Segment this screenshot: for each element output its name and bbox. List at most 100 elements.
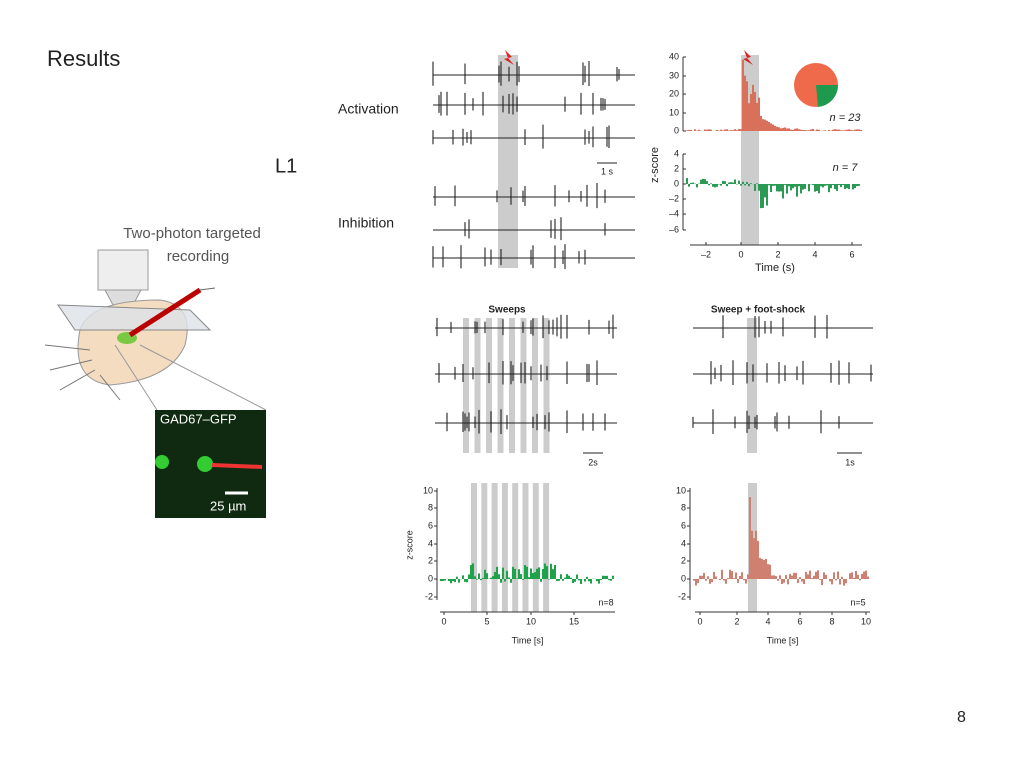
hist-bar [508,577,510,579]
hist-bar [856,129,858,131]
label: 5 [484,616,489,626]
hist-bar [728,130,730,131]
hist-bar [812,128,814,131]
hist-bar [816,129,818,131]
hist-bar [602,575,604,579]
hist-bar [766,120,768,131]
hist-bar [768,184,770,186]
hist-bar [745,579,747,584]
hist-bar [772,124,774,131]
hist-bar [694,129,696,131]
hist-bar [823,572,825,579]
hist-bar [725,579,727,584]
hist-bar [776,126,778,131]
hist-bar [744,75,746,131]
label: 10 [423,485,433,495]
hist-bar [771,575,773,579]
hist-bar [729,569,731,579]
hist-bar [798,184,800,187]
hist-bar [538,567,540,579]
label: –4 [669,208,679,218]
hist-bar [836,184,838,191]
hist-bar [842,130,844,131]
hist-bar [840,130,842,131]
label: 0 [674,125,679,135]
hist-bar [762,119,764,131]
caption: recording [167,248,230,265]
hist-bar [806,130,808,131]
hist-bar [802,184,804,190]
hist-bar [742,181,744,184]
hist-bar [836,129,838,131]
label: 6 [797,616,802,626]
hist-bar [586,576,588,579]
row-label: Activation [338,101,399,117]
hist-bar [608,579,610,581]
label: 20 [669,88,679,98]
hist-bar [762,184,764,208]
hist-bar [796,128,798,131]
hist-bar [746,81,748,131]
hist-bar [600,579,602,580]
stimulus-band [522,483,529,612]
hist-bar [588,579,590,582]
hist-bar [580,579,582,584]
hist-bar [747,574,749,579]
hist-bar [701,575,703,579]
hist-bar [450,579,452,584]
hist-bar [841,576,843,579]
page-number: 8 [957,709,966,726]
hist-bar [486,573,488,579]
label: 0 [681,573,686,583]
row-label: Inhibition [338,215,394,231]
hist-bar [825,574,827,579]
stimulus-band [474,318,481,453]
hist-bar [604,575,606,579]
hist-bar [737,579,739,583]
hist-bar [702,178,704,184]
hist-bar [814,184,816,192]
hist-bar [786,184,788,194]
hist-bar [800,129,802,131]
hist-bar [726,184,728,187]
hist-bar [550,563,552,579]
hist-bar [783,579,785,583]
hist-bar [728,182,730,184]
hist-bar [748,184,750,187]
hist-bar [822,184,824,188]
hist-bar [522,579,524,580]
label: 10 [669,107,679,117]
hist-bar [703,572,705,579]
hist-bar [778,184,780,192]
hist-bar [838,129,840,131]
hist-bar [820,184,822,187]
hist-bar [832,184,834,185]
hist-bar [498,574,500,579]
hist-bar [849,573,851,579]
hist-bar [844,184,846,190]
hist-bar [846,184,848,189]
hist-bar [865,570,867,579]
label: z-score [404,530,414,560]
hist-bar [863,571,865,579]
label: z-score [649,147,661,183]
hist-bar [688,184,690,187]
label: 4 [674,148,679,158]
hist-bar [496,566,498,579]
hist-bar [770,184,772,192]
hist-bar [775,576,777,579]
hist-bar [850,129,852,131]
label: 4 [765,616,770,626]
hist-bar [730,130,732,131]
hist-bar [466,579,468,583]
hist-bar [785,575,787,579]
hist-bar [454,579,456,583]
hist-bar [516,578,518,579]
hist-bar [787,579,789,585]
hist-bar [818,129,820,131]
hist-bar [803,579,805,584]
label: Sweep + foot-shock [711,305,806,316]
hist-bar [853,577,855,579]
trace [693,314,873,339]
hist-bar [817,570,819,579]
